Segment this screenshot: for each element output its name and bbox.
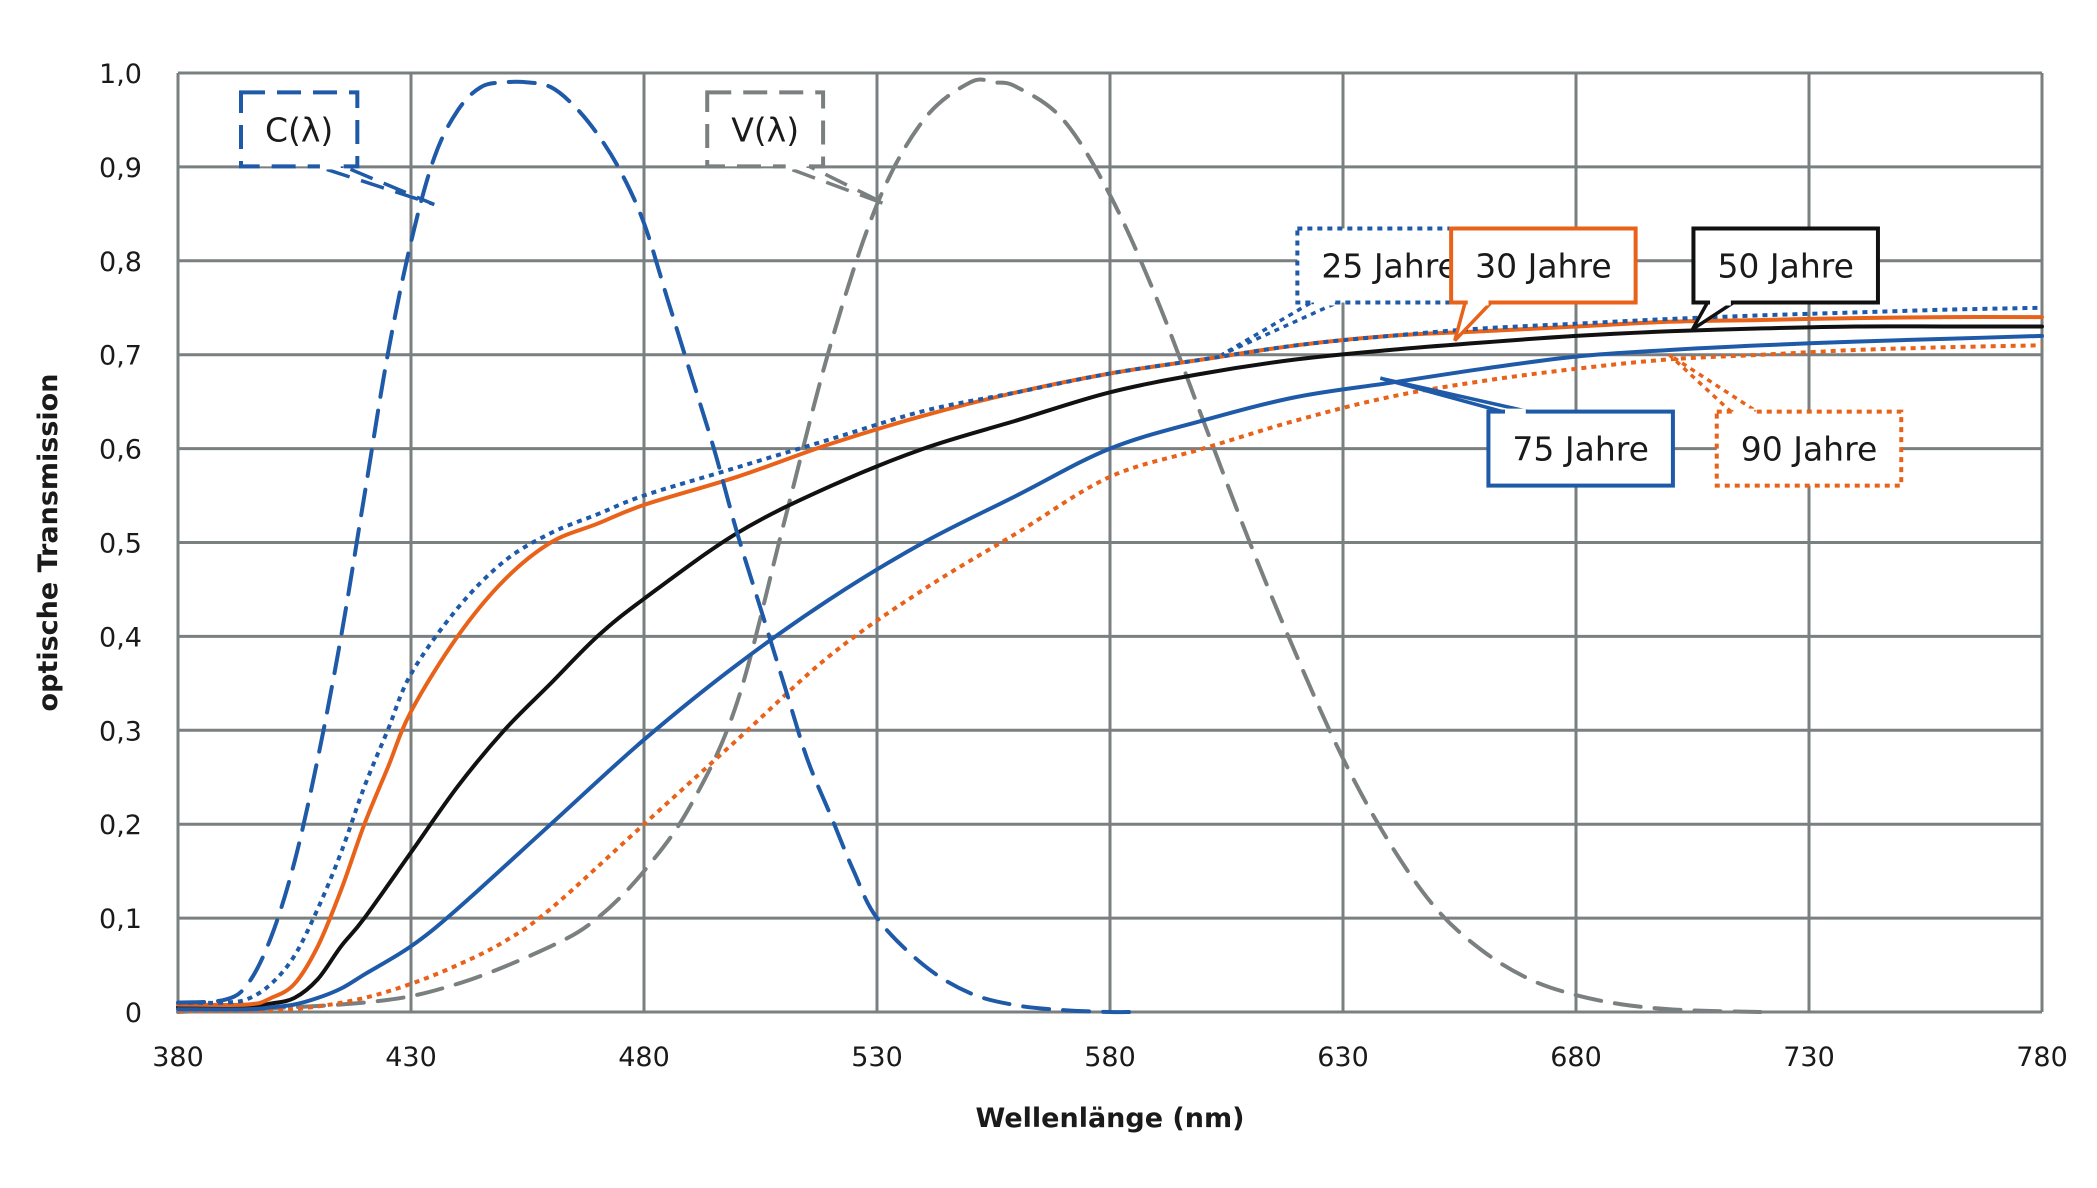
series-line-75-jahre: [176, 333, 2044, 1012]
series-label-box: [1714, 409, 1904, 488]
series-label-box: [1486, 409, 1675, 488]
y-axis-title: optische Transmission: [33, 374, 64, 712]
y-tick-label: 0,1: [99, 904, 142, 935]
y-tick-label: 0,6: [99, 435, 142, 466]
y-tick-label: 0,9: [99, 153, 142, 184]
x-tick-label: 530: [851, 1042, 903, 1073]
series-label-50-jahre: 50 Jahre: [1690, 226, 1880, 331]
series-line-50-jahre: [176, 324, 2044, 1010]
y-tick-label: 0,8: [99, 247, 142, 278]
y-tick-label: 0,3: [99, 716, 142, 747]
series-labels: C(λ) V(λ) 25 Jahre 30 Jahre 50 Jahre 75 Jahre…: [238, 90, 1904, 488]
series-label-75-jahre: 75 Jahre: [1379, 376, 1675, 488]
series-line-90-jahre: [177, 343, 2043, 1014]
x-tick-label: 430: [385, 1042, 437, 1073]
series-label-box: [705, 90, 826, 169]
series-label-box: [1449, 226, 1638, 305]
y-tick-label: 0,2: [99, 810, 142, 841]
series-label-box: [1691, 226, 1880, 305]
series-line-25-jahre: [177, 305, 2043, 1005]
series-label-text: 90 Jahre: [1741, 430, 1878, 469]
x-tick-label: 780: [2016, 1042, 2068, 1073]
series-label-text: C(λ): [265, 110, 333, 149]
x-tick-label: 680: [1550, 1042, 1602, 1073]
y-tick-label: 0,7: [99, 341, 142, 372]
x-axis-title: Wellenlänge (nm): [976, 1103, 1245, 1134]
series-label-c: C(λ): [238, 90, 435, 207]
x-tick-label: 730: [1783, 1042, 1835, 1073]
series-line-30-jahre: [176, 315, 2044, 1007]
series-lines: [176, 77, 2044, 1015]
series-label-text: 50 Jahre: [1717, 246, 1854, 285]
series-label-text: 75 Jahre: [1512, 430, 1649, 469]
series-label-v: V(λ): [705, 90, 888, 207]
x-axis-ticks: 380 430 480 530 580 630 680 730 780: [152, 1042, 2068, 1073]
series-label-box: [238, 90, 360, 169]
y-tick-label: 0,5: [99, 529, 142, 560]
y-axis-ticks: 0 0,1 0,2 0,3 0,4 0,5 0,6 0,7 0,8 0,9 1,0: [99, 59, 142, 1029]
y-tick-label: 0: [125, 998, 142, 1029]
series-label-text: 25 Jahre: [1321, 246, 1458, 285]
x-tick-label: 380: [152, 1042, 204, 1073]
y-tick-label: 0,4: [99, 622, 142, 653]
series-line-v: [176, 77, 1765, 1014]
x-tick-label: 630: [1317, 1042, 1369, 1073]
series-label-30-jahre: 30 Jahre: [1449, 226, 1638, 342]
x-tick-label: 580: [1084, 1042, 1136, 1073]
series-label-text: 30 Jahre: [1475, 246, 1612, 285]
y-tick-label: 1,0: [99, 59, 142, 90]
x-tick-label: 480: [618, 1042, 670, 1073]
series-label-90-jahre: 90 Jahre: [1668, 353, 1904, 488]
series-line-c: [176, 79, 1136, 1015]
series-label-text: V(λ): [731, 110, 799, 149]
